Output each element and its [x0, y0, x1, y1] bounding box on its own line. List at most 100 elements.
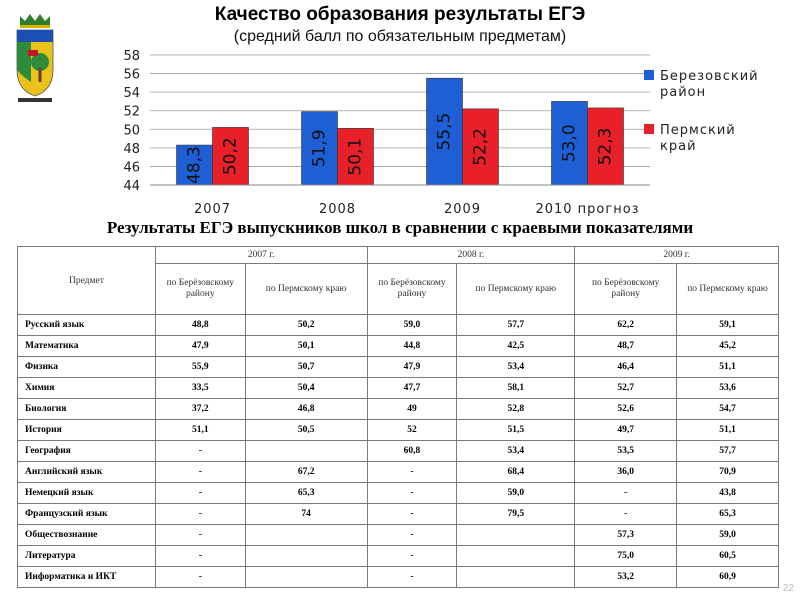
- score-cell: 49,7: [574, 419, 678, 441]
- score-cell: 43,8: [676, 482, 779, 504]
- year-header: 2007 г.: [154, 246, 368, 264]
- score-cell: -: [154, 461, 246, 483]
- y-tick-label: 54: [123, 86, 140, 101]
- score-cell: 65,3: [244, 482, 368, 504]
- legend-swatch: [644, 70, 654, 80]
- subject-cell: Химия: [17, 377, 156, 399]
- region-column-header: по Пермскому краю: [676, 263, 779, 315]
- region-column-header: по Пермскому краю: [244, 263, 368, 315]
- y-tick-label: 44: [123, 179, 140, 194]
- score-cell: 53,4: [456, 440, 576, 462]
- bar-data-label: 52,3: [596, 128, 616, 166]
- y-tick-label: 50: [123, 123, 140, 138]
- score-cell: 53,4: [456, 356, 576, 378]
- subject-cell: Немецкий язык: [17, 482, 156, 504]
- score-cell: 33,5: [154, 377, 246, 399]
- table-row: Информатика и ИКТ - -53,2 60,9: [17, 566, 779, 588]
- score-cell: -: [154, 503, 246, 525]
- table-header-row: Предмет 2007 г. 2008 г. 2009 г.: [17, 246, 779, 315]
- table-row: География - 60,8 53,4 53,5 57,7: [17, 440, 779, 462]
- table-row: Английский язык -67,2-68,4 36,0 70,9: [17, 461, 779, 483]
- coat-of-arms-logo: [16, 14, 54, 102]
- legend-swatch: [644, 124, 654, 134]
- crown-icon: [20, 14, 50, 28]
- score-cell: 37,2: [154, 398, 246, 420]
- score-cell: -: [574, 482, 678, 504]
- bar-data-label: 52,2: [471, 128, 491, 166]
- legend-label: край: [660, 139, 697, 154]
- score-cell: 65,3: [676, 503, 779, 525]
- bar-district: [426, 77, 463, 186]
- score-cell: 51,1: [676, 419, 779, 441]
- y-tick-label: 52: [123, 105, 140, 120]
- bar-district: [301, 111, 338, 186]
- subject-cell: История: [17, 419, 156, 441]
- bar-region: [212, 127, 249, 186]
- district-column-header: по Берёзовскому району: [574, 263, 678, 315]
- subject-cell: Английский язык: [17, 461, 156, 483]
- score-cell: -: [154, 545, 246, 567]
- district-column-header: по Берёзовскому району: [154, 263, 246, 315]
- score-cell: -: [154, 440, 246, 462]
- y-tick-label: 56: [123, 68, 140, 83]
- score-cell: [244, 524, 368, 546]
- x-tick-label: 2010 прогноз: [535, 202, 639, 217]
- subject-cell: Биология: [17, 398, 156, 420]
- table-row: Русский язык 48,8 50,2 59,0 57,7 62,2 59,1: [17, 314, 779, 336]
- score-cell: -: [154, 482, 246, 504]
- score-cell: 51,1: [676, 356, 779, 378]
- score-cell: -: [366, 545, 458, 567]
- score-cell: 47,9: [154, 335, 246, 357]
- score-cell: 51,1: [154, 419, 246, 441]
- score-cell: 59,1: [676, 314, 779, 336]
- score-cell: 70,9: [676, 461, 779, 483]
- bar-data-label: 50,1: [346, 138, 366, 176]
- score-cell: 60,9: [676, 566, 779, 588]
- table-row: Обществознание - -57,3 59,0: [17, 524, 779, 546]
- score-cell: -: [366, 461, 458, 483]
- y-tick-label: 58: [123, 49, 140, 64]
- score-cell: -: [366, 503, 458, 525]
- subject-cell: География: [17, 440, 156, 462]
- score-cell: 57,7: [676, 440, 779, 462]
- subject-cell: Физика: [17, 356, 156, 378]
- score-cell: 45,2: [676, 335, 779, 357]
- table-subheader-row: по Берёзовскому району по Пермскому краю…: [18, 263, 779, 315]
- subject-cell: Французский язык: [17, 503, 156, 525]
- score-cell: 52,8: [456, 398, 576, 420]
- shield-icon: [16, 29, 54, 97]
- score-cell: 68,4: [456, 461, 576, 483]
- score-cell: [244, 566, 368, 588]
- score-cell: 52,7: [574, 377, 678, 399]
- score-cell: [244, 440, 368, 462]
- score-cell: 67,2: [244, 461, 368, 483]
- page-number: 22: [782, 583, 794, 594]
- bar-data-label: 50,2: [221, 137, 241, 175]
- score-cell: [244, 545, 368, 567]
- score-cell: 47,9: [366, 356, 458, 378]
- bar-data-label: 53,0: [560, 124, 580, 162]
- score-cell: 53,6: [676, 377, 779, 399]
- score-cell: 60,5: [676, 545, 779, 567]
- score-cell: -: [154, 566, 246, 588]
- score-cell: 53,5: [574, 440, 678, 462]
- y-tick-label: 48: [123, 142, 140, 157]
- score-cell: 49: [366, 398, 458, 420]
- bar-data-label: 48,3: [185, 146, 205, 184]
- score-cell: 60,8: [366, 440, 458, 462]
- score-cell: 46,4: [574, 356, 678, 378]
- score-cell: 57,3: [574, 524, 678, 546]
- score-cell: 79,5: [456, 503, 576, 525]
- year-header: 2009 г.: [574, 246, 779, 264]
- score-cell: 57,7: [456, 314, 576, 336]
- subject-cell: Литература: [17, 545, 156, 567]
- score-cell: 58,1: [456, 377, 576, 399]
- chart-bars: 48,3 50,2 51,9 50,1 55,5 52,2 53,0 52,3: [176, 77, 624, 186]
- score-cell: 50,4: [244, 377, 368, 399]
- score-cell: 59,0: [456, 482, 576, 504]
- score-cell: 52: [366, 419, 458, 441]
- ribbon-icon: [18, 98, 52, 102]
- year-header: 2008 г.: [366, 246, 576, 264]
- score-cell: 54,7: [676, 398, 779, 420]
